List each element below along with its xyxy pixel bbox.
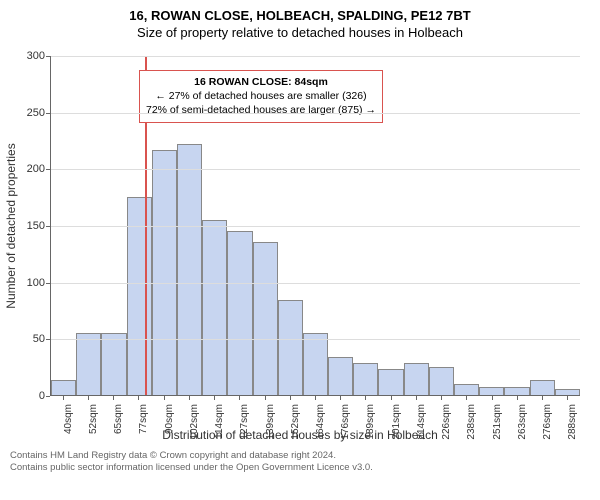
histogram-bar <box>303 333 328 395</box>
footer: Contains HM Land Registry data © Crown c… <box>0 446 600 475</box>
x-tick <box>138 396 139 400</box>
x-tick <box>492 396 493 400</box>
y-tick <box>46 339 50 340</box>
histogram-bar <box>51 380 76 395</box>
chart-subtitle: Size of property relative to detached ho… <box>0 23 600 46</box>
histogram-bar <box>429 367 454 395</box>
y-tick <box>46 226 50 227</box>
x-tick-label: 251sqm <box>492 404 503 446</box>
x-tick <box>214 396 215 400</box>
x-tick-label: 40sqm <box>63 404 74 446</box>
chart-container: Number of detached properties 16 ROWAN C… <box>0 46 600 446</box>
x-tick-label: 102sqm <box>189 404 200 446</box>
x-tick <box>290 396 291 400</box>
x-tick <box>466 396 467 400</box>
y-axis-label: Number of detached properties <box>4 143 18 308</box>
histogram-bar <box>504 387 529 395</box>
y-tick <box>46 283 50 284</box>
x-tick <box>189 396 190 400</box>
chart-title: 16, ROWAN CLOSE, HOLBEACH, SPALDING, PE1… <box>0 0 600 23</box>
x-tick-label: 176sqm <box>340 404 351 446</box>
footer-line1: Contains HM Land Registry data © Crown c… <box>10 450 590 462</box>
x-tick-label: 201sqm <box>391 404 402 446</box>
x-tick <box>542 396 543 400</box>
x-tick-label: 214sqm <box>416 404 427 446</box>
histogram-bar <box>328 357 353 395</box>
x-tick <box>88 396 89 400</box>
x-tick <box>517 396 518 400</box>
x-tick <box>365 396 366 400</box>
x-tick-label: 276sqm <box>542 404 553 446</box>
y-tick <box>46 169 50 170</box>
x-tick-label: 152sqm <box>290 404 301 446</box>
y-tick-label: 50 <box>33 333 45 345</box>
histogram-bar <box>101 333 126 395</box>
histogram-bar <box>454 384 479 395</box>
x-tick <box>239 396 240 400</box>
x-tick-label: 114sqm <box>214 404 225 446</box>
x-tick <box>391 396 392 400</box>
y-tick-label: 100 <box>27 277 45 289</box>
histogram-bar <box>253 242 278 395</box>
x-tick-label: 139sqm <box>265 404 276 446</box>
x-tick-label: 238sqm <box>466 404 477 446</box>
histogram-bar <box>202 220 227 395</box>
grid-line <box>51 169 580 170</box>
histogram-bar <box>353 363 378 395</box>
x-tick <box>315 396 316 400</box>
histogram-bar <box>479 387 504 395</box>
grid-line <box>51 56 580 57</box>
y-tick-label: 300 <box>27 50 45 62</box>
histogram-bar <box>152 150 177 395</box>
x-tick <box>113 396 114 400</box>
histogram-bar <box>177 144 202 395</box>
x-tick-label: 263sqm <box>517 404 528 446</box>
y-tick-label: 150 <box>27 220 45 232</box>
histogram-bar <box>378 369 403 395</box>
histogram-bar <box>555 389 580 395</box>
plot-area: 16 ROWAN CLOSE: 84sqm ← 27% of detached … <box>50 56 580 396</box>
histogram-bar <box>530 380 555 395</box>
histogram-bar <box>404 363 429 395</box>
x-tick <box>340 396 341 400</box>
grid-line <box>51 226 580 227</box>
y-tick <box>46 396 50 397</box>
x-tick <box>567 396 568 400</box>
x-tick-label: 65sqm <box>113 404 124 446</box>
y-tick-label: 200 <box>27 163 45 175</box>
x-tick <box>441 396 442 400</box>
annotation-heading: 16 ROWAN CLOSE: 84sqm <box>146 75 376 89</box>
x-tick-label: 127sqm <box>239 404 250 446</box>
y-tick <box>46 113 50 114</box>
annotation-line1: ← 27% of detached houses are smaller (32… <box>146 89 376 103</box>
y-tick <box>46 56 50 57</box>
x-tick <box>63 396 64 400</box>
grid-line <box>51 283 580 284</box>
y-tick-label: 250 <box>27 107 45 119</box>
histogram-bar <box>278 300 303 395</box>
x-tick <box>265 396 266 400</box>
x-tick <box>164 396 165 400</box>
x-tick-label: 189sqm <box>365 404 376 446</box>
annotation-box: 16 ROWAN CLOSE: 84sqm ← 27% of detached … <box>139 70 383 123</box>
x-tick <box>416 396 417 400</box>
x-tick-label: 164sqm <box>315 404 326 446</box>
grid-line <box>51 113 580 114</box>
histogram-bar <box>76 333 101 395</box>
annotation-line2: 72% of semi-detached houses are larger (… <box>146 103 376 117</box>
histogram-bar <box>227 231 252 395</box>
x-tick-label: 77sqm <box>138 404 149 446</box>
y-tick-label: 0 <box>39 390 45 402</box>
footer-line2: Contains public sector information licen… <box>10 462 590 474</box>
x-tick-label: 52sqm <box>88 404 99 446</box>
x-tick-label: 90sqm <box>164 404 175 446</box>
x-tick-label: 288sqm <box>567 404 578 446</box>
x-tick-label: 226sqm <box>441 404 452 446</box>
grid-line <box>51 339 580 340</box>
